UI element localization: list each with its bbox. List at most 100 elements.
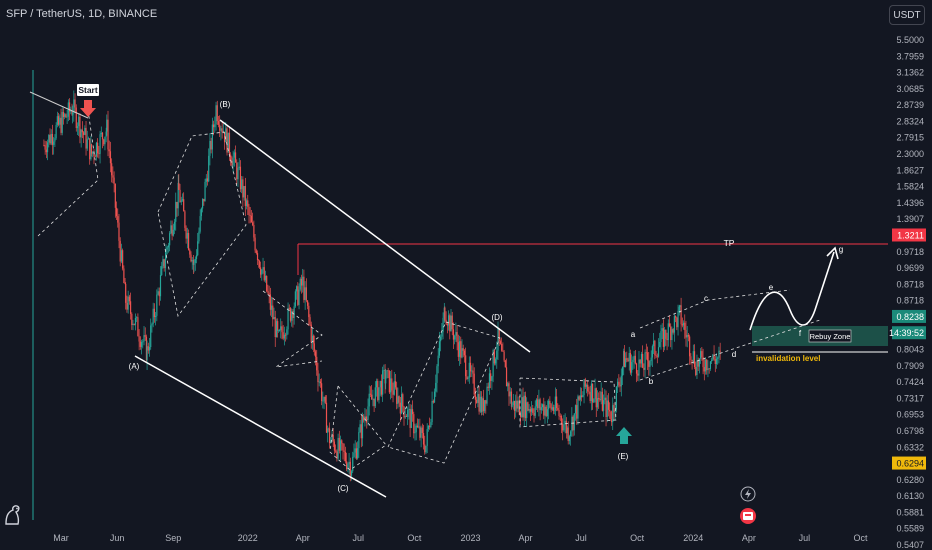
candle-body [238, 166, 240, 168]
candle-body [583, 379, 585, 395]
candle-body [355, 448, 358, 459]
candle-body [338, 437, 340, 451]
price-tick: 14:39:52 [889, 328, 924, 338]
candle-body [171, 225, 173, 236]
candle-body [530, 408, 533, 412]
candle-body [385, 378, 387, 384]
candle-body [599, 399, 601, 401]
candle-body [97, 142, 99, 154]
candle-body [430, 422, 432, 427]
candle-body [421, 427, 423, 433]
candle-body [227, 132, 229, 153]
candle-body [266, 275, 268, 292]
candle-body [697, 360, 699, 367]
candle-body [306, 300, 309, 306]
candle-body [399, 402, 401, 414]
candle-body [488, 373, 491, 389]
candle-body [540, 407, 542, 411]
candle-body [273, 317, 275, 320]
price-tick: 0.6332 [896, 442, 924, 452]
candle-body [194, 258, 196, 263]
e-arrow-icon [616, 427, 632, 444]
candle-body [435, 382, 437, 392]
candle-body [374, 387, 376, 407]
candle-body [432, 401, 434, 403]
candle-body [410, 409, 412, 428]
candle-body [303, 276, 305, 300]
candle-body [71, 110, 73, 115]
candle-body [342, 443, 344, 451]
candle-body [180, 200, 182, 203]
candle-body [481, 398, 483, 413]
time-tick: 2024 [683, 533, 703, 543]
candle-body [234, 152, 237, 163]
candle-body [327, 428, 329, 433]
candle-body [668, 323, 671, 327]
candle-body [578, 396, 580, 400]
candle-body [221, 128, 223, 133]
candle-body [139, 341, 141, 347]
candle-body [123, 268, 125, 284]
candle-body [642, 354, 644, 368]
candle-body [476, 399, 478, 403]
candle-body [95, 142, 98, 157]
candle-body [167, 245, 170, 248]
price-tick: 2.8324 [896, 116, 924, 126]
candle-body [411, 409, 414, 415]
candle-body [483, 400, 486, 412]
candle-body [465, 355, 467, 377]
candle-body [360, 424, 362, 439]
candle-body [286, 329, 288, 336]
candle-body [576, 405, 578, 419]
candle-body [444, 307, 446, 320]
candle-body [651, 346, 654, 358]
candle-body [299, 278, 301, 290]
candle-body [243, 185, 245, 198]
time-tick: Apr [296, 533, 310, 543]
candle-body [612, 405, 614, 423]
candle-body [494, 359, 497, 364]
candle-body [638, 359, 640, 376]
candle-body [420, 427, 422, 438]
candle-body [193, 262, 195, 265]
candle-body [61, 112, 63, 133]
candle-body [212, 124, 215, 128]
candle-body [712, 354, 714, 360]
candle-body [639, 359, 641, 364]
candle-body [415, 425, 417, 433]
currency-button[interactable]: USDT [889, 5, 925, 25]
candle-body [359, 424, 361, 433]
candle-body [675, 316, 677, 318]
candle-body [318, 381, 320, 383]
time-tick: Sep [165, 533, 181, 543]
candle-body [344, 451, 347, 462]
candle-body [408, 408, 410, 410]
candle-body [698, 358, 701, 367]
candle-body [358, 432, 360, 449]
candle-body [397, 396, 399, 404]
candle-body [155, 315, 157, 318]
candle-body [696, 360, 698, 376]
candle-body [563, 424, 565, 431]
candle-body [398, 396, 400, 403]
candle-body [676, 317, 678, 328]
candle-body [242, 179, 244, 198]
candle-body [184, 211, 186, 228]
candle-body [166, 247, 168, 250]
candle-body [164, 259, 166, 269]
price-tick: 0.5407 [896, 540, 924, 550]
candle-body [548, 400, 550, 410]
candle-body [659, 341, 661, 348]
candle-body [502, 350, 504, 352]
price-tick: 0.6294 [896, 459, 924, 469]
candle-body [179, 189, 181, 203]
candle-body [528, 409, 530, 411]
candle-body [294, 291, 296, 307]
rising-channel-bottom [639, 319, 821, 381]
wedge-d-dashed [387, 321, 501, 464]
candle-body [387, 370, 389, 372]
wave-label: b [649, 377, 654, 386]
candle-body [581, 395, 583, 398]
candle-body [564, 420, 566, 425]
